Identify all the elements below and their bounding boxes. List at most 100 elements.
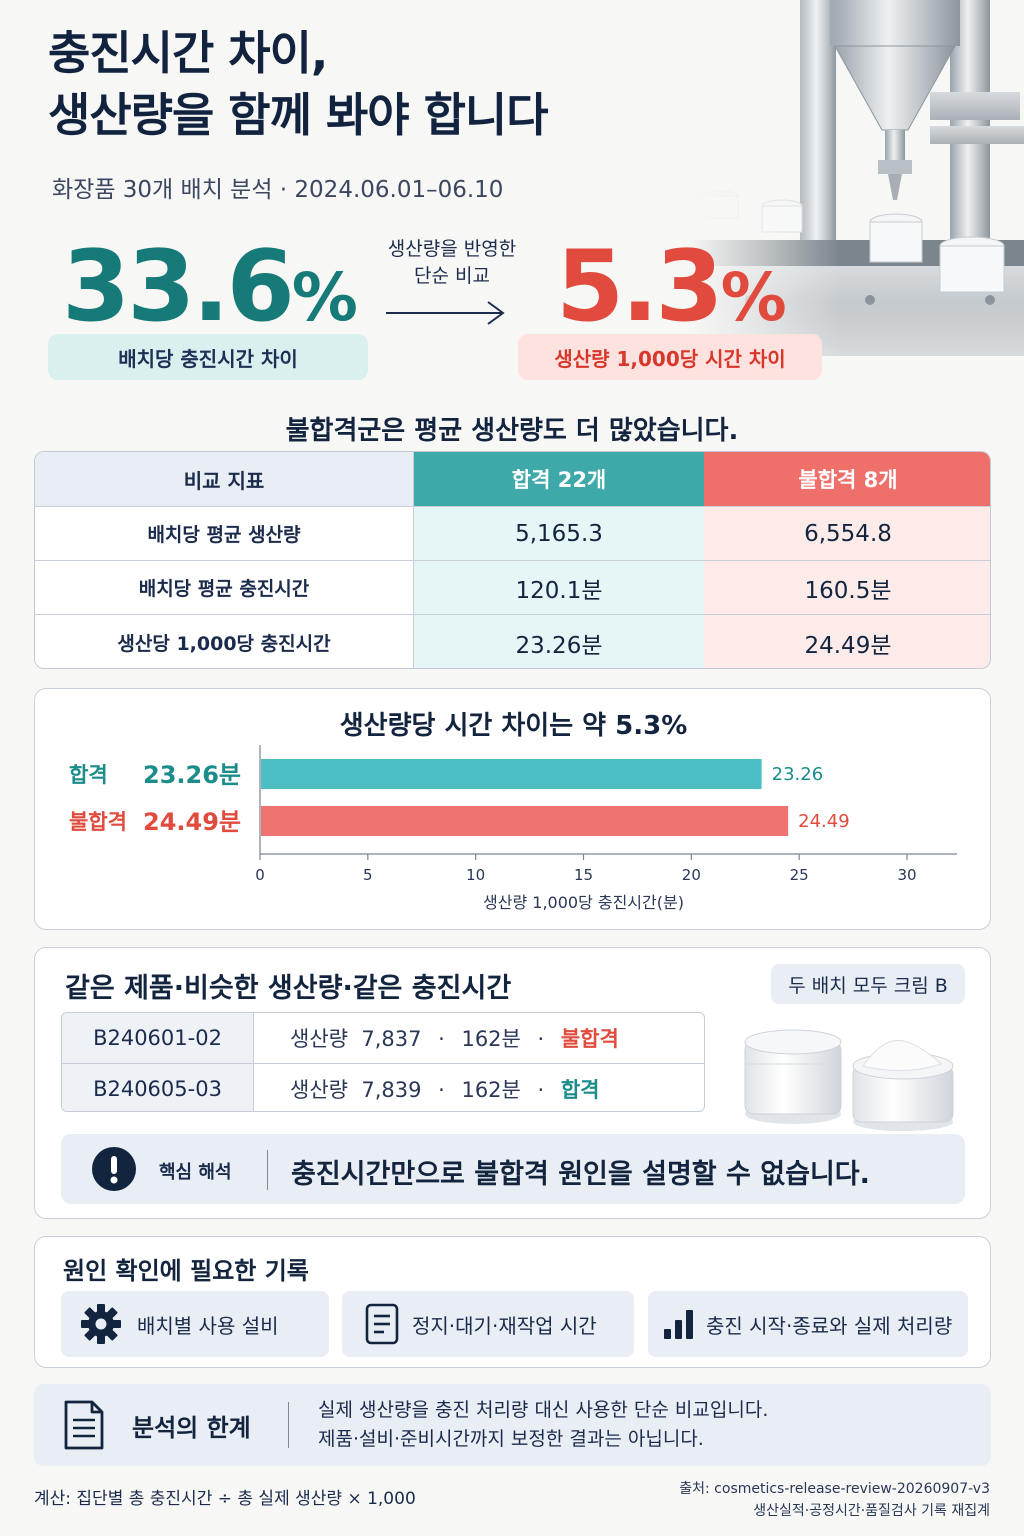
batch-id: B240601-02: [62, 1013, 254, 1063]
batch-comparison-card: 같은 제품·비슷한 생산량·같은 충진시간 두 배치 모두 크림 B B2406…: [34, 947, 991, 1219]
batch-table: B240601-02 생산량 7,837 · 162분 · 불합격 B240605-03…: [61, 1012, 705, 1112]
batch-time: 162분: [461, 1027, 521, 1051]
batch-info: 생산량 7,839 · 162분 · 합격: [254, 1074, 600, 1104]
table-header-pass: 합격 22개: [414, 452, 704, 506]
record-item-label: 배치별 사용 설비: [137, 1313, 279, 1338]
required-records-card: 원인 확인에 필요한 기록 배치별 사용 설비 정지·대기·재: [34, 1236, 991, 1368]
title-line-2: 생산량을 함께 봐야 합니다: [48, 88, 549, 142]
x-tick-label: 5: [363, 866, 373, 884]
table-cell-pass: 120.1분: [414, 561, 704, 614]
batch-separator: ·: [438, 1027, 445, 1051]
source-line-2: 생산실적·공정시간·품질검사 기록 재집계: [753, 1503, 990, 1519]
insight-label: 핵심 해석: [159, 1162, 232, 1183]
kpi-left-number: 33.6: [62, 230, 295, 344]
kpi-right-value: 5.3%: [556, 230, 787, 353]
page-title: 충진시간 차이, 생산량을 함께 봐야 합니다: [48, 22, 549, 146]
batch-qty-label: 생산량: [290, 1027, 348, 1051]
kpi-right-label: 생산량 1,000당 시간 차이: [518, 334, 822, 380]
table-cell-metric: 배치당 평균 생산량: [35, 507, 414, 560]
analysis-limitation-box: 분석의 한계 실제 생산량을 충진 처리량 대신 사용한 단순 비교입니다. 제…: [34, 1384, 991, 1466]
batch-id: B240605-03: [62, 1064, 254, 1111]
category-value-label: 23.26분: [143, 761, 241, 789]
key-insight-box: 핵심 해석 충진시간만으로 불합격 원인을 설명할 수 없습니다.: [61, 1134, 965, 1204]
table-header-row: 비교 지표 합격 22개 불합격 8개: [35, 452, 990, 506]
limitation-text: 실제 생산량을 충진 처리량 대신 사용한 단순 비교입니다. 제품·설비·준비…: [318, 1396, 768, 1454]
batch-qty: 7,839: [361, 1077, 422, 1102]
limitation-line-2: 제품·설비·준비시간까지 보정한 결과는 아닙니다.: [318, 1428, 704, 1450]
table-cell-fail: 160.5분: [704, 561, 990, 614]
category-label: 합격: [69, 763, 108, 787]
category-value-label: 24.49분: [143, 808, 241, 836]
table-cell-pass: 5,165.3: [414, 507, 704, 560]
source-line-1: 출처: cosmetics-release-review-20260907-v3: [679, 1481, 990, 1497]
x-tick-label: 25: [790, 866, 809, 884]
insight-divider: [267, 1150, 268, 1190]
chart-title: 생산량당 시간 차이는 약 5.3%: [339, 711, 688, 741]
record-item-downtime: 정지·대기·재작업 시간: [342, 1291, 634, 1357]
table-cell-metric: 배치당 평균 충진시간: [35, 561, 414, 614]
record-item-throughput: 충진 시작·종료와 실제 처리량: [648, 1291, 968, 1357]
table-cell-metric: 생산당 1,000당 충진시간: [35, 615, 414, 668]
table-cell-fail: 24.49분: [704, 615, 990, 668]
title-line-1: 충진시간 차이,: [48, 26, 328, 80]
batch-qty: 7,837: [361, 1027, 422, 1051]
bar-fail: [261, 806, 789, 836]
arrow-note-line-2: 단순 비교: [414, 265, 490, 287]
batch-qty-label: 생산량: [290, 1077, 348, 1102]
batch-time: 162분: [461, 1077, 521, 1102]
kpi-right-number: 5.3: [556, 230, 724, 344]
filling-machine-illustration: [690, 0, 1024, 390]
page-subtitle: 화장품 30개 배치 분석 · 2024.06.01–06.10: [52, 177, 504, 203]
batch-result-pass: 합격: [560, 1077, 600, 1102]
batch-result-fail: 불합격: [560, 1027, 619, 1051]
kpi-arrow-note: 생산량을 반영한 단순 비교: [372, 236, 532, 290]
bar-data-label: 23.26: [772, 764, 824, 785]
batch-note-badge: 두 배치 모두 크림 B: [771, 964, 965, 1004]
chart-card: 생산량당 시간 차이는 약 5.3% 0 5 10 15 20 25 30 23.26 합격 23…: [34, 688, 991, 930]
batch-title: 같은 제품·비슷한 생산량·같은 충진시간: [65, 973, 512, 1004]
limitation-label: 분석의 한계: [132, 1414, 251, 1442]
table-cell-pass: 23.26분: [414, 615, 704, 668]
bar-chart-icon: [664, 1310, 693, 1339]
x-axis-label: 생산량 1,000당 충진시간(분): [483, 893, 684, 912]
table-header-fail: 불합격 8개: [704, 452, 990, 506]
record-item-label: 충진 시작·종료와 실제 처리량: [706, 1313, 953, 1338]
records-title: 원인 확인에 필요한 기록: [63, 1257, 309, 1285]
x-tick-label: 30: [897, 866, 916, 884]
x-tick-label: 20: [682, 866, 701, 884]
exclamation-icon: [92, 1147, 136, 1191]
kpi-left-unit: %: [291, 259, 358, 336]
batch-separator: ·: [537, 1027, 545, 1051]
batch-separator: ·: [537, 1077, 545, 1102]
record-item-label: 정지·대기·재작업 시간: [412, 1313, 597, 1338]
batch-separator: ·: [438, 1077, 445, 1102]
table-row: 배치당 평균 생산량 5,165.3 6,554.8: [35, 506, 990, 560]
table-row: 생산당 1,000당 충진시간 23.26분 24.49분: [35, 614, 990, 668]
bar-pass: [261, 759, 762, 789]
insight-text: 충진시간만으로 불합격 원인을 설명할 수 없습니다.: [291, 1159, 870, 1190]
kpi-left-label: 배치당 충진시간 차이: [48, 334, 368, 380]
cream-jars-illustration: [744, 1029, 954, 1131]
record-item-equipment: 배치별 사용 설비: [61, 1291, 329, 1357]
table-header-metric: 비교 지표: [35, 452, 414, 506]
batch-row: B240601-02 생산량 7,837 · 162분 · 불합격: [62, 1013, 704, 1063]
x-tick-label: 10: [466, 866, 485, 884]
limitation-divider: [288, 1402, 289, 1448]
gear-icon: [81, 1304, 121, 1344]
batch-info: 생산량 7,837 · 162분 · 불합격: [254, 1023, 619, 1053]
report-document-icon: [64, 1400, 104, 1450]
table-row: 배치당 평균 충진시간 120.1분 160.5분: [35, 560, 990, 614]
bar-chart: 0 5 10 15 20 25 30 23.26 합격 23.26분 24.49 불합격 24.49분생…: [69, 745, 957, 912]
kpi-right-unit: %: [720, 259, 787, 336]
table-heading: 불합격군은 평균 생산량도 더 많았습니다.: [285, 416, 739, 446]
bar-data-label: 24.49: [798, 811, 850, 832]
arrow-note-line-1: 생산량을 반영한: [387, 238, 517, 260]
kpi-left-value: 33.6%: [62, 230, 358, 353]
calculation-formula: 계산: 집단별 총 충진시간 ÷ 총 실제 생산량 × 1,000: [34, 1489, 416, 1509]
category-label: 불합격: [69, 810, 127, 834]
source-note: 출처: cosmetics-release-review-20260907-v3…: [679, 1478, 990, 1522]
comparison-table: 비교 지표 합격 22개 불합격 8개 배치당 평균 생산량 5,165.3 6…: [34, 451, 991, 669]
x-tick-label: 0: [255, 866, 265, 884]
table-cell-fail: 6,554.8: [704, 507, 990, 560]
right-arrow-icon: [386, 301, 505, 325]
